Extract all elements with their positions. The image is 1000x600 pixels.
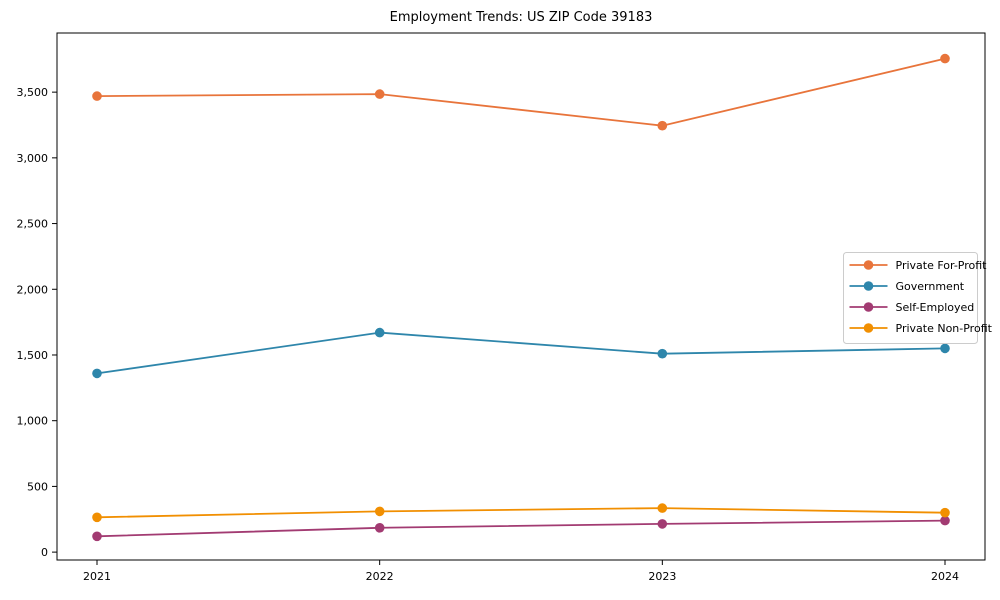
x-axis-tick-label: 2022 bbox=[366, 570, 394, 583]
data-point-private-for-profit-2022 bbox=[374, 89, 385, 99]
data-point-private-non-profit-2024 bbox=[940, 507, 950, 518]
legend-label-private-for-profit: Private For-Profit bbox=[896, 259, 988, 272]
legend-label-private-non-profit: Private Non-Profit bbox=[896, 322, 993, 335]
data-point-private-for-profit-2024 bbox=[940, 53, 950, 64]
data-point-self-employed-2023 bbox=[657, 519, 668, 529]
data-point-self-employed-2024 bbox=[940, 515, 950, 526]
y-axis-tick-label: 500 bbox=[27, 480, 48, 493]
series-line-private-non-profit bbox=[96, 507, 946, 519]
x-axis-tick-label: 2024 bbox=[931, 570, 959, 583]
legend-marker-dot-self-employed bbox=[863, 302, 874, 312]
data-point-self-employed-2022 bbox=[374, 523, 385, 533]
series-line-self-employed bbox=[96, 519, 946, 538]
data-point-government-2024 bbox=[940, 343, 950, 354]
y-axis-tick-label: 0 bbox=[41, 546, 48, 559]
y-axis-tick-label: 2,500 bbox=[17, 218, 49, 231]
y-axis-tick-label: 1,500 bbox=[17, 349, 49, 362]
legend-marker-dot-private-for-profit bbox=[863, 260, 874, 270]
legend-label-government: Government bbox=[896, 280, 965, 293]
legend-marker-dot-private-non-profit bbox=[863, 323, 874, 333]
y-axis-tick-label: 3,000 bbox=[17, 152, 49, 165]
data-point-self-employed-2021 bbox=[92, 531, 102, 542]
legend-box bbox=[843, 252, 978, 344]
series-line-government bbox=[96, 331, 946, 375]
data-point-private-for-profit-2023 bbox=[657, 120, 668, 131]
plot-frame bbox=[56, 32, 986, 561]
series-line-private-for-profit bbox=[96, 57, 946, 127]
data-point-private-non-profit-2023 bbox=[657, 503, 668, 513]
data-point-private-non-profit-2021 bbox=[92, 512, 102, 523]
data-point-government-2023 bbox=[657, 348, 668, 359]
data-point-private-non-profit-2022 bbox=[374, 506, 385, 517]
data-point-private-for-profit-2021 bbox=[92, 91, 102, 101]
y-axis-tick-label: 1,000 bbox=[17, 415, 49, 428]
legend-label-self-employed: Self-Employed bbox=[896, 301, 975, 314]
legend-marker-dot-government bbox=[863, 281, 874, 291]
data-point-government-2022 bbox=[374, 327, 385, 338]
data-point-government-2021 bbox=[92, 368, 102, 379]
y-axis-tick-label: 2,000 bbox=[17, 283, 49, 296]
x-axis-tick-label: 2021 bbox=[83, 570, 111, 583]
x-axis-tick-label: 2023 bbox=[648, 570, 676, 583]
y-axis-tick-label: 3,500 bbox=[17, 86, 49, 99]
chart-title: Employment Trends: US ZIP Code 39183 bbox=[389, 10, 653, 25]
